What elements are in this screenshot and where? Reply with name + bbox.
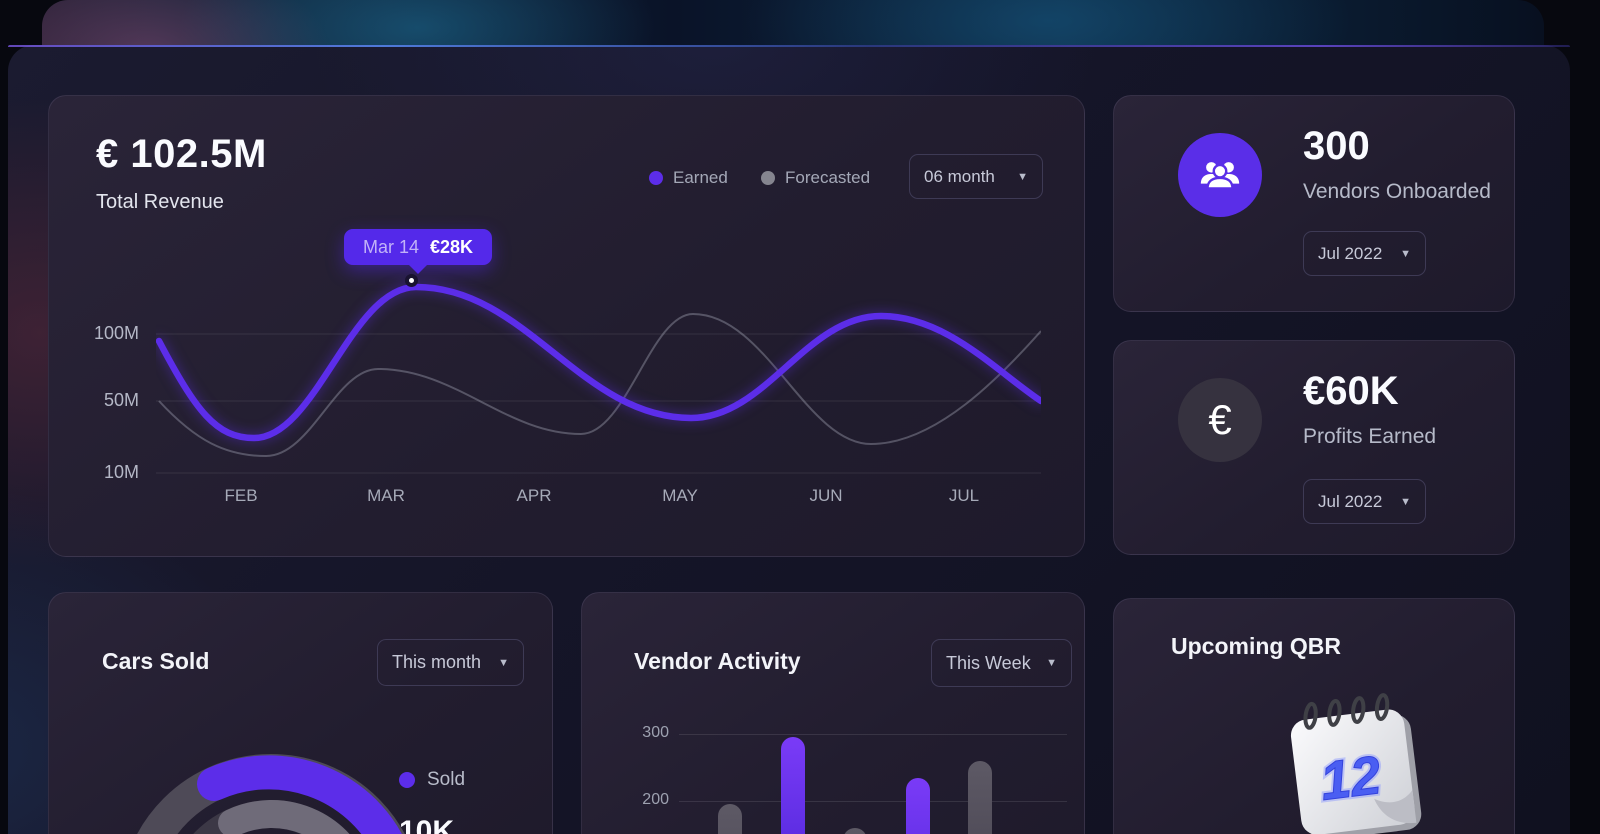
vendors-label: Vendors Onboarded	[1303, 180, 1491, 203]
cars-period-select[interactable]: This month ▼	[377, 639, 524, 686]
forecasted-dot-icon	[761, 171, 775, 185]
calendar-icon: 12 12	[1290, 693, 1422, 834]
cars-sold-title: Cars Sold	[102, 648, 210, 674]
activity-bar	[843, 827, 867, 834]
ytick-50m: 50M	[103, 390, 139, 410]
chevron-down-icon: ▼	[1017, 170, 1028, 183]
activity-period-select[interactable]: This Week ▼	[931, 639, 1072, 687]
vendor-activity-card: Vendor Activity This Week ▼ 300 200	[581, 592, 1085, 834]
vendors-icon-circle	[1178, 133, 1262, 217]
chevron-down-icon: ▼	[1046, 657, 1057, 669]
activity-gridline-300	[679, 734, 1067, 735]
sold-value: 10K	[399, 815, 455, 834]
profits-label: Profits Earned	[1303, 425, 1437, 448]
vendors-value: 300	[1303, 124, 1370, 168]
xtick-feb: FEB	[224, 486, 258, 505]
ytick-100m: 100M	[93, 323, 139, 343]
calendar-day-number: 12	[1317, 745, 1384, 812]
profits-period-select[interactable]: Jul 2022 ▼	[1303, 479, 1426, 524]
tooltip-date: Mar 14	[362, 236, 419, 257]
legend-forecasted[interactable]: Forecasted	[761, 168, 870, 188]
xtick-jun: JUN	[809, 486, 843, 505]
xtick-mar: MAR	[367, 486, 405, 505]
profits-period-value: Jul 2022	[1318, 491, 1383, 511]
sold-dot-icon	[399, 772, 415, 788]
total-revenue-value: € 102.5M	[96, 132, 267, 176]
activity-bar	[718, 804, 742, 834]
calendar-day-glow: 12	[1317, 745, 1384, 812]
activity-ytick-200: 200	[642, 791, 669, 808]
profits-icon-circle: €	[1178, 378, 1262, 462]
sold-legend-label: Sold	[427, 769, 466, 790]
euro-icon: €	[1208, 396, 1232, 443]
earned-line	[156, 283, 1041, 442]
upcoming-qbr-card: Upcoming QBR 12 12	[1113, 598, 1515, 834]
xtick-apr: APR	[516, 486, 552, 505]
legend-earned-label: Earned	[673, 168, 728, 187]
vendor-activity-title: Vendor Activity	[634, 648, 801, 674]
revenue-period-select[interactable]: 06 month ▼	[909, 154, 1043, 199]
vendors-onboarded-card: 300 Vendors Onboarded Jul 2022 ▼	[1113, 95, 1515, 312]
tooltip-value: €28K	[430, 236, 474, 257]
vendors-period-select[interactable]: Jul 2022 ▼	[1303, 231, 1426, 276]
donut-inner-arc	[218, 800, 350, 834]
xtick-may: MAY	[662, 486, 698, 505]
people-group-icon	[1200, 162, 1240, 190]
earned-dot-icon	[649, 171, 663, 185]
chart-tooltip: Mar 14 €28K	[344, 229, 492, 274]
vendors-period-value: Jul 2022	[1318, 243, 1383, 263]
highlight-point-marker[interactable]	[405, 274, 418, 287]
activity-bar	[905, 777, 930, 834]
total-revenue-label: Total Revenue	[96, 191, 224, 213]
legend-forecasted-label: Forecasted	[785, 168, 871, 187]
activity-period-value: This Week	[946, 652, 1031, 673]
ytick-10m: 10M	[103, 462, 139, 482]
qbr-title: Upcoming QBR	[1171, 633, 1341, 659]
chevron-down-icon: ▼	[1400, 495, 1411, 508]
xtick-jul: JUL	[948, 486, 980, 505]
cars-sold-donut-chart	[137, 754, 405, 834]
chevron-down-icon: ▼	[498, 656, 509, 669]
activity-bar	[968, 760, 992, 834]
activity-gridline-200	[679, 801, 1067, 802]
profits-value: €60K	[1303, 369, 1399, 413]
forecasted-line	[158, 312, 1041, 458]
cars-period-value: This month	[392, 652, 482, 672]
activity-bar	[780, 737, 805, 834]
stacked-window-decoration	[42, 0, 1544, 46]
legend-earned[interactable]: Earned	[649, 168, 728, 188]
total-revenue-card: € 102.5M Total Revenue Earned Forecasted…	[48, 95, 1085, 557]
chevron-down-icon: ▼	[1400, 247, 1411, 260]
activity-ytick-300: 300	[642, 724, 669, 741]
revenue-period-value: 06 month	[924, 166, 995, 186]
donut-sold-arc	[197, 755, 402, 834]
revenue-line-chart	[156, 283, 1041, 474]
cars-sold-card: Cars Sold This month ▼ Sold 10K	[48, 592, 553, 834]
profits-earned-card: € €60K Profits Earned Jul 2022 ▼	[1113, 340, 1515, 555]
